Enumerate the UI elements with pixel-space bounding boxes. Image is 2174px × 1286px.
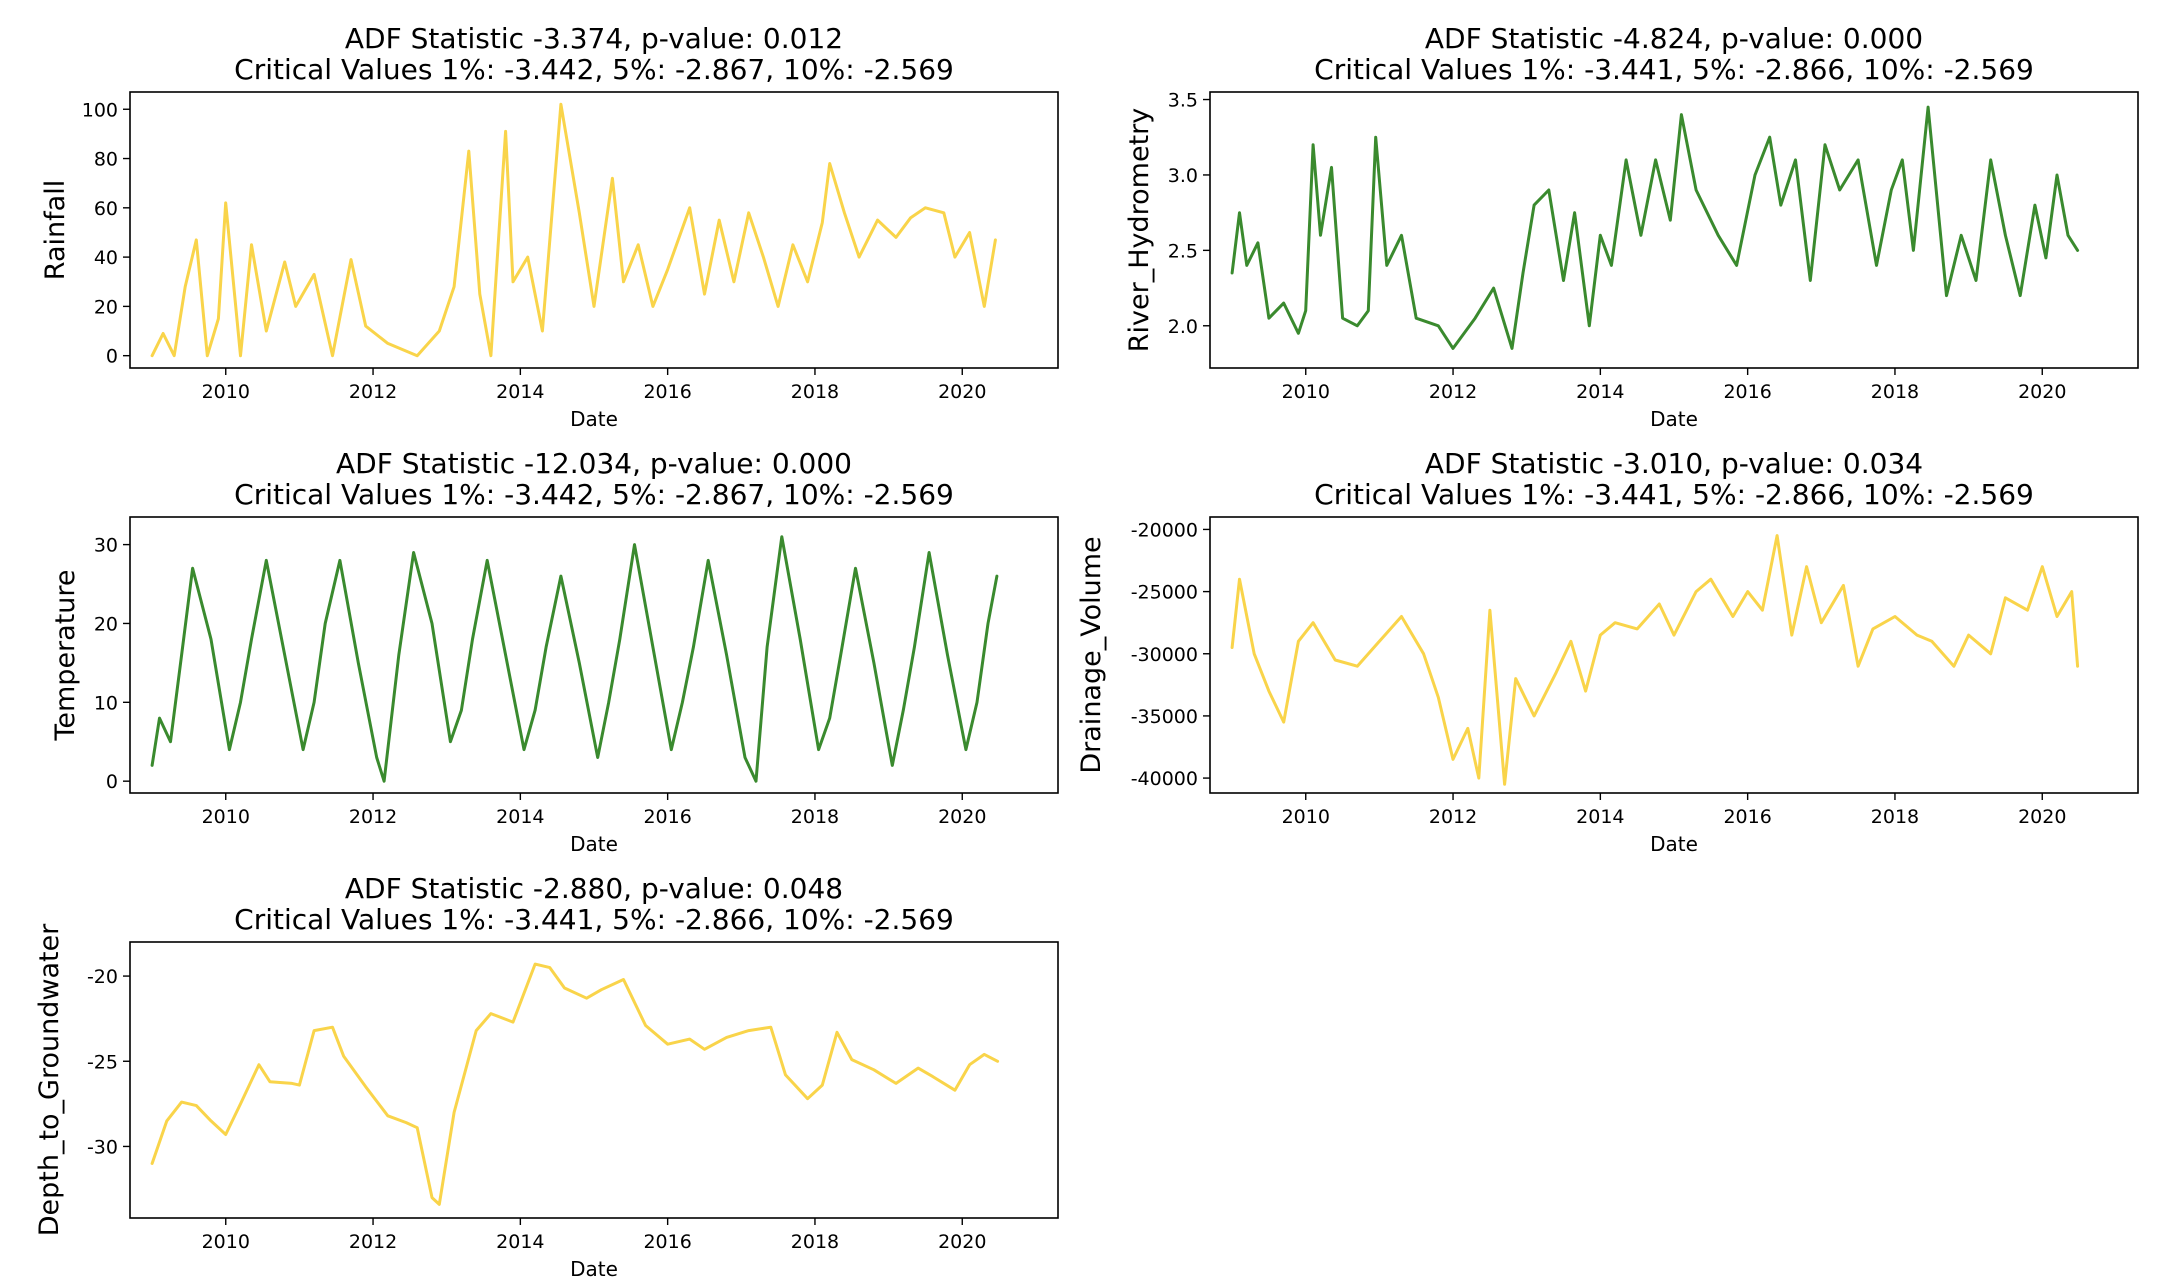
panel-river-ylabel: River_Hydrometry <box>1124 108 1155 352</box>
panel-depth-series-line <box>150 962 1000 1206</box>
y-tick-label: -25000 <box>1131 582 1198 604</box>
x-tick-label: 2010 <box>202 381 250 403</box>
y-tick-label: -20 <box>87 966 118 988</box>
panel-temperature-plot-area <box>129 516 1059 794</box>
x-tick-label: 2010 <box>202 806 250 828</box>
x-tick-label: 2020 <box>2018 381 2066 403</box>
x-tick-label: 2018 <box>1871 381 1919 403</box>
panel-drainage-subtitle: Critical Values 1%: -3.441, 5%: -2.866, … <box>1314 478 2034 511</box>
panel-depth-ylabel: Depth_to_Groundwater <box>34 923 65 1236</box>
x-tick-label: 2016 <box>1723 381 1771 403</box>
x-tick-label: 2010 <box>1282 806 1330 828</box>
panel-temperature-xlabel: Date <box>570 832 618 856</box>
y-tick-label: -30000 <box>1131 644 1198 666</box>
y-tick-label: -25 <box>87 1051 118 1073</box>
x-tick-label: 2018 <box>791 381 839 403</box>
panel-depth-xlabel: Date <box>570 1257 618 1281</box>
panel-temperature: ADF Statistic -12.034, p-value: 0.000 Cr… <box>50 447 1059 856</box>
x-tick-label: 2016 <box>643 1231 691 1253</box>
y-tick-label: -35000 <box>1131 706 1198 728</box>
x-tick-label: 2018 <box>1871 806 1919 828</box>
y-tick-label: 80 <box>94 149 118 171</box>
y-tick-label: -20000 <box>1131 519 1198 541</box>
y-tick-label: -30 <box>87 1136 118 1158</box>
y-tick-label: 3.0 <box>1168 165 1198 187</box>
panel-drainage: ADF Statistic -3.010, p-value: 0.034 Cri… <box>1076 447 2139 856</box>
y-tick-label: 100 <box>82 99 118 121</box>
y-tick-label: 30 <box>94 535 118 557</box>
panel-drainage-xlabel: Date <box>1650 832 1698 856</box>
panel-drainage-title: ADF Statistic -3.010, p-value: 0.034 <box>1425 447 1923 480</box>
y-tick-label: 2.5 <box>1168 240 1198 262</box>
panel-depth-plot-area <box>129 941 1059 1219</box>
x-tick-label: 2014 <box>1576 381 1624 403</box>
x-tick-label: 2014 <box>496 381 544 403</box>
x-tick-label: 2020 <box>938 806 986 828</box>
panel-rainfall-series-line <box>150 102 997 358</box>
panel-river-xlabel: Date <box>1650 407 1698 431</box>
panel-river-subtitle: Critical Values 1%: -3.441, 5%: -2.866, … <box>1314 53 2034 86</box>
x-tick-label: 2010 <box>202 1231 250 1253</box>
panel-temperature-subtitle: Critical Values 1%: -3.442, 5%: -2.867, … <box>234 478 954 511</box>
panel-drainage-series-line <box>1230 534 2080 786</box>
panel-temperature-ylabel: Temperature <box>50 569 81 741</box>
panel-temperature-series-line <box>150 535 999 783</box>
panel-drainage-plot-area <box>1209 516 2139 794</box>
y-tick-label: 60 <box>94 198 118 220</box>
x-tick-label: 2010 <box>1282 381 1330 403</box>
x-tick-label: 2020 <box>2018 806 2066 828</box>
x-tick-label: 2012 <box>349 806 397 828</box>
y-tick-label: 20 <box>94 296 118 318</box>
x-tick-label: 2018 <box>791 1231 839 1253</box>
x-tick-label: 2016 <box>643 381 691 403</box>
panel-temperature-title: ADF Statistic -12.034, p-value: 0.000 <box>336 447 852 480</box>
panel-rainfall-plot-area <box>129 91 1059 369</box>
x-tick-label: 2018 <box>791 806 839 828</box>
x-tick-label: 2012 <box>1429 381 1477 403</box>
y-tick-label: 10 <box>94 692 118 714</box>
panel-depth: ADF Statistic -2.880, p-value: 0.048 Cri… <box>34 872 1059 1281</box>
panel-rainfall: ADF Statistic -3.374, p-value: 0.012 Cri… <box>40 22 1059 431</box>
x-tick-label: 2016 <box>1723 806 1771 828</box>
x-tick-label: 2014 <box>1576 806 1624 828</box>
x-tick-label: 2016 <box>643 806 691 828</box>
panel-drainage-ylabel: Drainage_Volume <box>1076 536 1107 773</box>
x-tick-label: 2020 <box>938 1231 986 1253</box>
y-tick-label: 3.5 <box>1168 90 1198 112</box>
y-tick-label: 2.0 <box>1168 316 1198 338</box>
panel-rainfall-xlabel: Date <box>570 407 618 431</box>
y-tick-label: 0 <box>106 771 118 793</box>
x-tick-label: 2012 <box>349 1231 397 1253</box>
panel-river-plot-area <box>1209 91 2139 369</box>
panel-river-title: ADF Statistic -4.824, p-value: 0.000 <box>1425 22 1923 55</box>
y-tick-label: -40000 <box>1131 768 1198 790</box>
x-tick-label: 2014 <box>496 1231 544 1253</box>
panel-depth-title: ADF Statistic -2.880, p-value: 0.048 <box>345 872 843 905</box>
panel-rainfall-ylabel: Rainfall <box>40 180 71 280</box>
panel-rainfall-title: ADF Statistic -3.374, p-value: 0.012 <box>345 22 843 55</box>
y-tick-label: 20 <box>94 613 118 635</box>
x-tick-label: 2012 <box>1429 806 1477 828</box>
y-tick-label: 0 <box>106 346 118 368</box>
x-tick-label: 2020 <box>938 381 986 403</box>
panel-river: ADF Statistic -4.824, p-value: 0.000 Cri… <box>1124 22 2139 431</box>
x-tick-label: 2012 <box>349 381 397 403</box>
x-tick-label: 2014 <box>496 806 544 828</box>
y-tick-label: 40 <box>94 247 118 269</box>
panel-depth-subtitle: Critical Values 1%: -3.441, 5%: -2.866, … <box>234 903 954 936</box>
panel-river-series-line <box>1230 105 2080 350</box>
panel-rainfall-subtitle: Critical Values 1%: -3.442, 5%: -2.867, … <box>234 53 954 86</box>
